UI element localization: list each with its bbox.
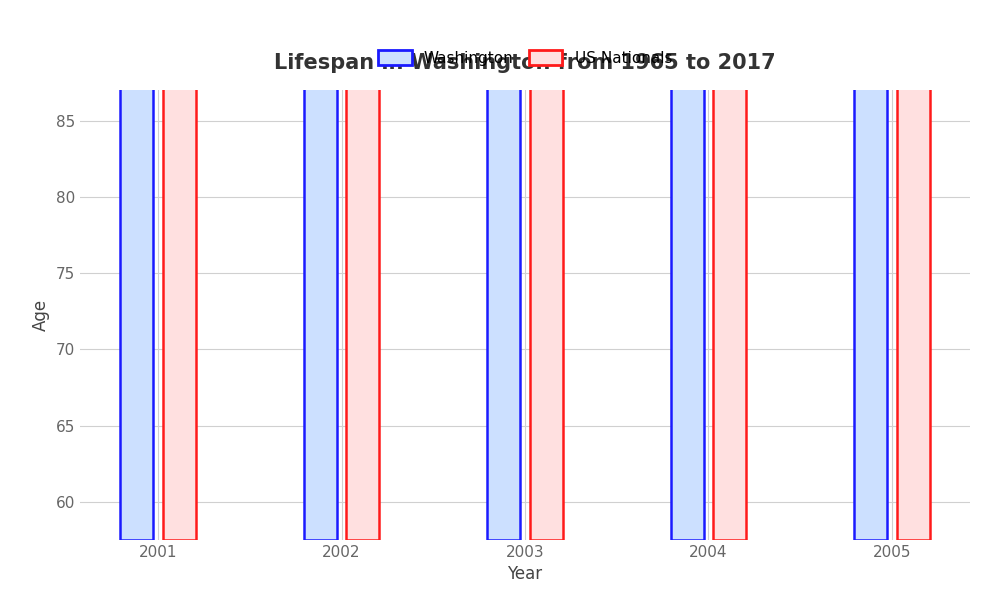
Bar [304, 0, 337, 540]
Bar [163, 0, 196, 540]
Bar [897, 0, 930, 540]
X-axis label: Year: Year [507, 565, 543, 583]
Y-axis label: Age: Age [32, 299, 50, 331]
Bar [346, 0, 379, 540]
Bar [530, 0, 563, 540]
Title: Lifespan in Washington from 1965 to 2017: Lifespan in Washington from 1965 to 2017 [274, 53, 776, 73]
Legend: Washington, US Nationals: Washington, US Nationals [372, 44, 678, 72]
Bar [487, 0, 520, 540]
Bar [671, 0, 704, 540]
Bar [120, 0, 153, 540]
Bar [713, 0, 746, 540]
Bar [854, 0, 887, 540]
